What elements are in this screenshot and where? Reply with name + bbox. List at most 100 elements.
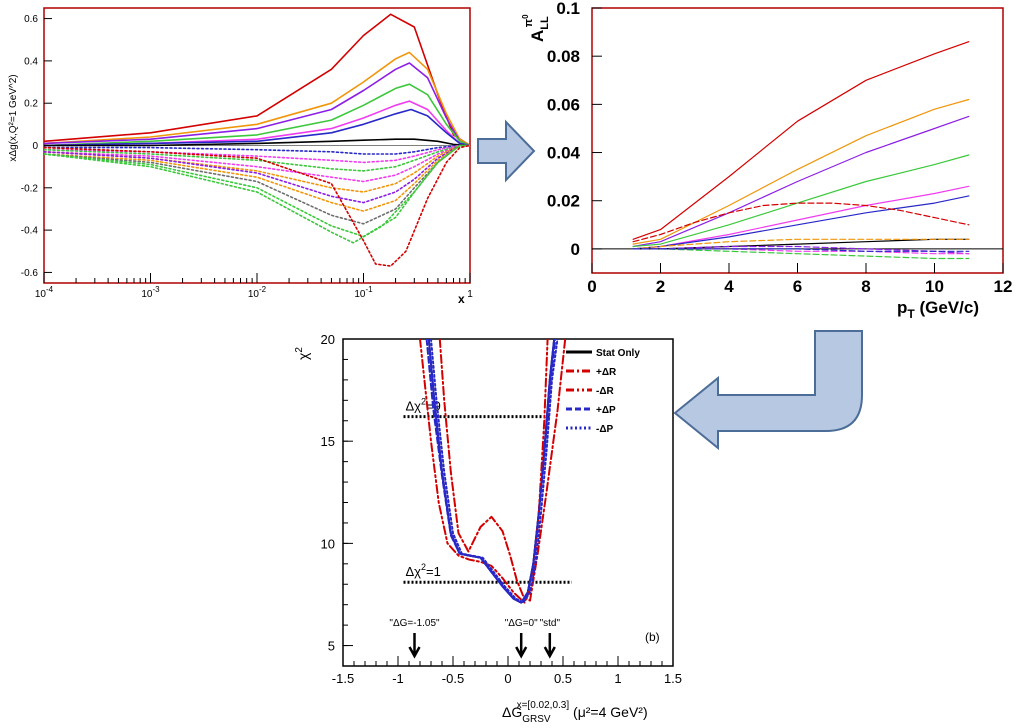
panel-b-series-7: [632, 202, 970, 243]
panel-a-ytick-label: -0.6: [21, 268, 39, 279]
panel-a-series-11: [44, 144, 470, 193]
panel-c-ytick-label: 15: [321, 434, 335, 449]
panel-c-markers: "ΔG=-1.05" "ΔG=0" "std": [389, 618, 561, 659]
panel-c-series-2: [438, 339, 567, 602]
panel-b-series-12: [632, 248, 970, 252]
panel-c-xtick-label: 0: [504, 671, 511, 686]
panel-b-ytick-label: 0.06: [547, 95, 580, 114]
panel-a-series: [44, 13, 470, 267]
panel-b-xlabel: pT (GeV/c): [897, 298, 979, 321]
panel-a-series-9: [44, 144, 470, 172]
panel-a-series-8: [44, 144, 470, 164]
panel-a-yticks: -0.6 -0.4 -0.2 0 0.2 0.4 0.6: [21, 14, 52, 279]
panel-b-series: [592, 41, 1003, 260]
panel-a-series-7: [44, 144, 470, 155]
panel-a-xtick-label: 10-4: [35, 285, 54, 300]
panel-a-series-2: [44, 62, 470, 147]
panel-c-ytick-label: 10: [321, 536, 335, 551]
panel-a-series-12: [44, 144, 470, 204]
panel-c-series-5: [430, 339, 559, 604]
panel-a-xtick-label: 10-2: [248, 285, 267, 300]
panel-c-xticks: -1.5 -1 -0.5 0 0.5 1 1.5: [332, 656, 682, 686]
panel-c-xlabel: ΔGGRSVx=[0.02,0.3] (μ²=4 GeV²): [502, 700, 648, 725]
panel-a-series-17: [44, 144, 470, 267]
panel-c-xtick-label: 1: [614, 671, 621, 686]
panel-b-series-3: [632, 154, 970, 248]
legend-label: +ΔR: [596, 367, 617, 378]
panel-a-xtick-label: 1: [467, 289, 473, 300]
marker-label: "ΔG=-1.05": [389, 618, 440, 629]
down-arrow-icon: [408, 633, 421, 659]
panel-a-series-4: [44, 100, 470, 147]
panel-b-ytick-label: 0: [571, 240, 580, 259]
panel-b-ytick-label: 0.08: [547, 47, 580, 66]
panel-b-xtick-label: 2: [656, 277, 665, 296]
down-arrow-icon: [515, 633, 528, 659]
panel-a-series-16: [44, 144, 470, 244]
panel-b-ytick-label: 0.04: [547, 144, 581, 163]
marker-label: "ΔG=0": [505, 618, 538, 629]
threshold-label: Δχ2=1: [406, 562, 441, 579]
panel-b-xtick-label: 12: [994, 277, 1013, 296]
marker-label: "std": [540, 618, 561, 629]
arrow-turn-left-icon: [673, 330, 863, 451]
panel-a-xtick-label: 10-3: [141, 285, 160, 300]
panel-b-ytick-label: 0.1: [556, 0, 580, 18]
panel-a-series-10: [44, 144, 470, 183]
panel-a-ylabel: xΔg(x,Q²=1 GeV^2): [8, 74, 19, 161]
panel-a-ytick-label: 0.6: [24, 14, 38, 25]
panel-a-xtick-label: 10-1: [354, 285, 373, 300]
panel-c-ytick-label: 5: [328, 639, 335, 654]
panel-a-xlabel: x: [458, 292, 465, 306]
panel-c-series: [419, 339, 567, 604]
panel-c-label: (b): [645, 630, 660, 644]
panel-c-yticks: 5 10 15 20: [321, 332, 353, 654]
panel-a-ytick-label: -0.4: [21, 226, 39, 237]
legend-label: -ΔR: [596, 386, 615, 397]
panel-c-xtick-label: 0.5: [554, 671, 572, 686]
panel-b-xtick-label: 6: [793, 277, 802, 296]
panel-b-xtick-label: 10: [925, 277, 944, 296]
panel-b-ytick-label: 0.02: [547, 192, 580, 211]
panel-c-xtick-label: -1: [392, 671, 404, 686]
panel-a: -0.6-0.4-0.200.20.40.6 10-4 10-3 10-2 10-1 1…: [8, 7, 473, 306]
panel-a-ytick-label: 0.2: [24, 99, 38, 110]
panel-a-series-13: [44, 144, 470, 212]
panel-b-xticks: 0 2 4 6 8 10 12: [587, 263, 1012, 296]
legend-label: Stat Only: [596, 348, 640, 359]
panel-b-series-0: [632, 41, 970, 240]
panel-a-series-1: [44, 51, 470, 147]
panel-a-series-6: [44, 138, 470, 147]
panel-a-series-3: [44, 83, 470, 147]
panel-b-series-8: [632, 238, 970, 250]
arrow-right-icon: [477, 119, 536, 183]
panel-b-yticks: 0 0.02 0.04 0.06 0.08 0.1: [547, 0, 602, 259]
panel-a-ytick-label: 0.4: [24, 56, 38, 67]
panel-b-series-1: [632, 98, 970, 245]
panel-c-ylabel: χ2: [294, 347, 311, 360]
panel-b-xtick-label: 0: [587, 277, 596, 296]
panel-c-xtick-label: -1.5: [332, 671, 354, 686]
down-arrow-icon: [543, 633, 556, 659]
panel-b-series-2: [632, 115, 970, 248]
panel-a-ytick-label: -0.2: [21, 183, 39, 194]
panel-c-frame: [342, 338, 674, 667]
panel-c-series-4: [425, 339, 557, 604]
panel-a-series-5: [44, 108, 470, 147]
panel-b-frame: [591, 7, 1004, 274]
panel-b: 0 0.02 0.04 0.06 0.08 0.1 0 2 4 6 8 10 12 pT (GeV/c…: [521, 0, 1012, 321]
panel-b-xtick-label: 8: [861, 277, 870, 296]
panel-b-xtick-label: 4: [724, 277, 734, 296]
legend-label: +ΔP: [596, 405, 616, 416]
legend-label: -ΔP: [596, 424, 614, 435]
panel-a-ytick-label: 0: [32, 141, 38, 152]
panel-b-ylabel: ALLπ0: [521, 14, 551, 42]
panel-c-ytick-label: 20: [321, 332, 335, 347]
panel-a-xticks: 10-4 10-3 10-2 10-1 1: [35, 273, 473, 300]
panel-c-xtick-label: 1.5: [664, 671, 682, 686]
panel-c-xtick-label: -0.5: [442, 671, 464, 686]
panel-c-legend: Stat Only +ΔR -ΔR +ΔP -ΔP: [566, 348, 640, 435]
